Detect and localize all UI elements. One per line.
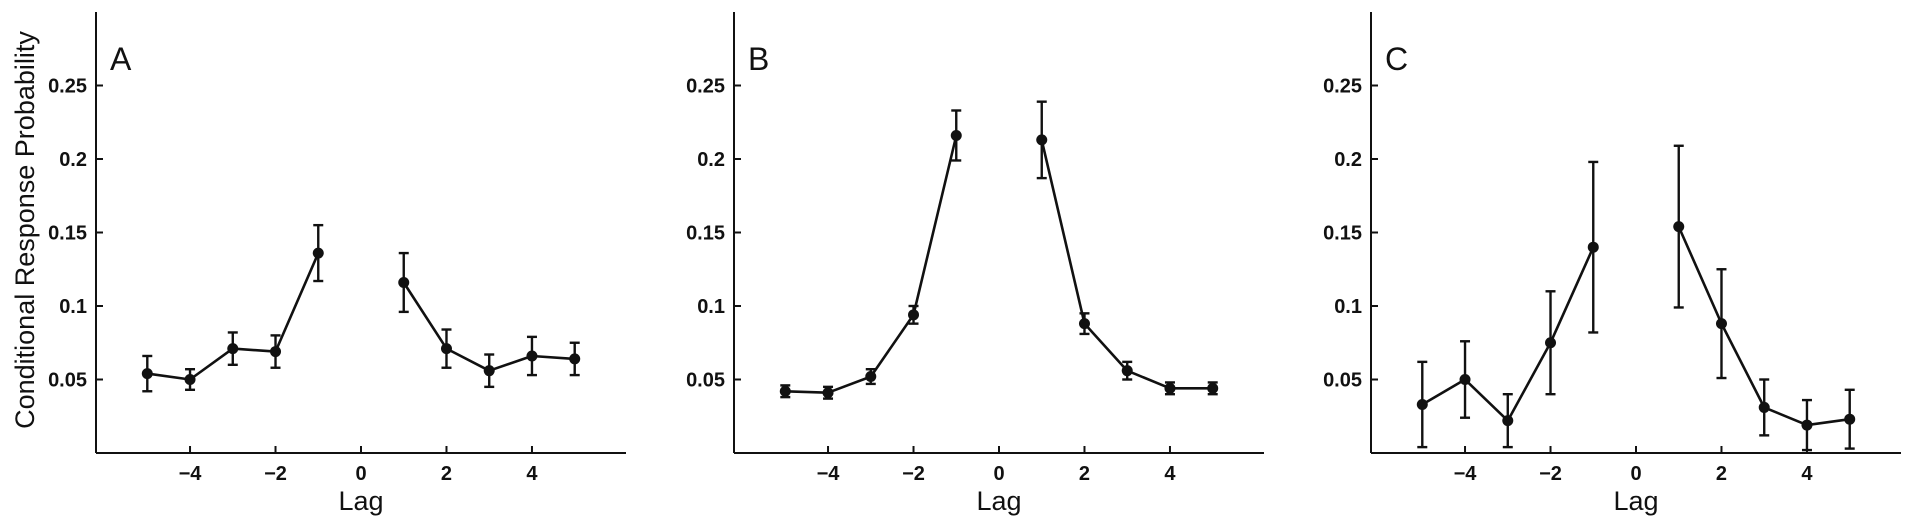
y-tick-label: 0.2: [697, 149, 725, 171]
data-point: [950, 129, 962, 141]
data-point: [227, 343, 239, 355]
x-tick-label: 4: [526, 463, 538, 485]
y-tick-label: 0.25: [1323, 76, 1362, 98]
panel-c: C 0.05 0.1 0.15 0.2 0.25 −4 −2 0 2 4 Lag: [1323, 12, 1901, 516]
data-point: [1715, 318, 1727, 330]
series-line-segment: [1040, 139, 1213, 390]
x-tick-label: 2: [1716, 463, 1727, 485]
x-axis-title: Lag: [976, 486, 1021, 516]
x-tick-label: 2: [1079, 463, 1090, 485]
data-point: [1036, 134, 1048, 146]
data-point: [483, 365, 495, 377]
y-tick-label: 0.2: [59, 149, 87, 171]
panel-a: A 0.05 0.1 0.15 0.2 0.25 −4 −2 0 2 4 Lag: [48, 12, 626, 516]
data-point: [1758, 401, 1770, 413]
y-tick-label: 0.2: [1334, 149, 1362, 171]
data-point: [1416, 398, 1428, 410]
panel-label: A: [110, 41, 132, 77]
x-axis-title: Lag: [338, 486, 383, 516]
data-point: [398, 276, 410, 288]
x-tick-label: −4: [817, 463, 841, 485]
y-tick-label: 0.1: [59, 296, 87, 318]
data-point: [1207, 382, 1219, 394]
data-point: [569, 353, 581, 365]
x-tick-label: 4: [1164, 463, 1176, 485]
data-point: [312, 247, 324, 259]
data-point: [1587, 241, 1599, 253]
y-tick-label: 0.05: [686, 370, 725, 392]
y-axis-title: Conditional Response Probability: [10, 31, 40, 429]
y-tick-label: 0.15: [1323, 223, 1362, 245]
data-point: [1673, 221, 1685, 233]
x-tick-label: −4: [179, 463, 203, 485]
data-point: [779, 385, 791, 397]
y-tick-label: 0.15: [48, 223, 87, 245]
x-tick-label: −2: [902, 463, 925, 485]
y-tick-label: 0.05: [48, 370, 87, 392]
x-tick-label: −4: [1454, 463, 1478, 485]
data-point: [822, 387, 834, 399]
y-tick-label: 0.05: [1323, 370, 1362, 392]
y-tick-label: 0.1: [697, 296, 725, 318]
y-tick-label: 0.25: [686, 76, 725, 98]
panel-label: B: [748, 41, 769, 77]
x-tick-label: −2: [264, 463, 287, 485]
x-tick-label: 4: [1801, 463, 1813, 485]
data-point: [1078, 318, 1090, 330]
x-tick-label: −2: [1539, 463, 1562, 485]
data-point: [440, 343, 452, 355]
data-point: [1844, 413, 1856, 425]
data-point: [1801, 419, 1813, 431]
x-tick-label: 0: [355, 463, 366, 485]
series-line-segment: [785, 135, 958, 395]
panel-b: B 0.05 0.1 0.15 0.2 0.25 −4 −2 0 2 4 Lag: [686, 12, 1264, 516]
data-point: [865, 371, 877, 383]
data-point: [184, 374, 196, 385]
x-tick-label: 0: [1630, 463, 1641, 485]
data-point: [1459, 374, 1471, 385]
data-point: [1545, 337, 1557, 349]
data-point: [1121, 365, 1133, 377]
x-tick-label: 0: [993, 463, 1004, 485]
x-axis-title: Lag: [1613, 486, 1658, 516]
y-tick-label: 0.15: [686, 223, 725, 245]
data-point: [270, 346, 282, 358]
data-point: [908, 309, 920, 321]
x-tick-label: 2: [441, 463, 452, 485]
data-point: [526, 350, 538, 362]
panel-label: C: [1385, 41, 1408, 77]
y-tick-label: 0.25: [48, 76, 87, 98]
data-point: [141, 368, 153, 380]
y-tick-label: 0.1: [1334, 296, 1362, 318]
data-point: [1502, 415, 1514, 427]
data-point: [1164, 382, 1176, 394]
